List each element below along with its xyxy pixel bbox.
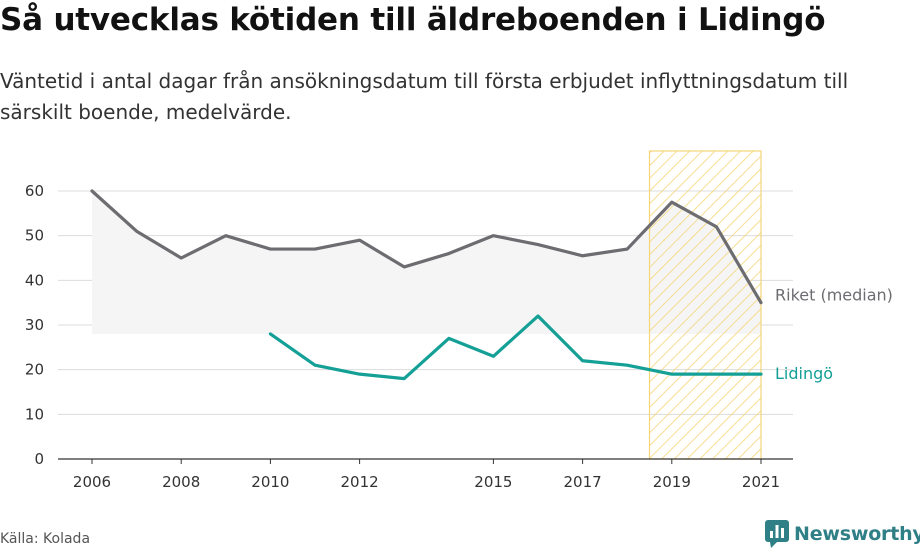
y-tick-label-20: 20 (25, 361, 44, 379)
brand-logo: Newsworthy (765, 520, 920, 548)
highlight-hatched-rect (648, 150, 762, 460)
y-tick-label-60: 60 (25, 182, 44, 200)
chart-subtitle: Väntetid i antal dagar från ansökningsda… (0, 69, 849, 124)
y-tick-label-30: 30 (25, 316, 44, 334)
series-labels: Riket (median) Lidingö (775, 286, 893, 383)
series-label-1: Lidingö (775, 364, 833, 383)
x-tick-label-2012: 2012 (341, 473, 379, 491)
axes: 0 10 20 30 40 50 60 2006 2008 2010 2012 2015 2017 201… (25, 182, 793, 491)
x-tick-label-2015: 2015 (474, 473, 512, 491)
series-line-1 (268, 314, 763, 381)
chart-title: Så utvecklas kötiden till äldreboenden i… (0, 2, 826, 38)
highlight-region (648, 150, 762, 460)
y-tick-label-0: 0 (34, 450, 44, 468)
series-line-0 (90, 189, 763, 305)
line-chart: 0 10 20 30 40 50 60 2006 2008 2010 2012 2015 2017 201… (25, 150, 893, 491)
y-tick-label-40: 40 (25, 271, 44, 289)
range-band (92, 191, 761, 334)
brand-name: Newsworthy (794, 523, 920, 545)
y-tick-label-50: 50 (25, 227, 44, 245)
source-note: Källa: Kolada (0, 531, 91, 547)
y-tick-label-10: 10 (25, 405, 44, 423)
x-tick-label-2021: 2021 (742, 473, 780, 491)
series-lines (90, 189, 763, 381)
newsworthy-logo-icon (765, 520, 789, 548)
riket-band-area (92, 191, 761, 334)
x-tick-label-2006: 2006 (73, 473, 111, 491)
x-tick-label-2019: 2019 (653, 473, 691, 491)
x-tick-label-2017: 2017 (564, 473, 602, 491)
series-label-0: Riket (median) (775, 286, 893, 305)
x-tick-label-2008: 2008 (162, 473, 200, 491)
x-tick-label-2010: 2010 (251, 473, 289, 491)
